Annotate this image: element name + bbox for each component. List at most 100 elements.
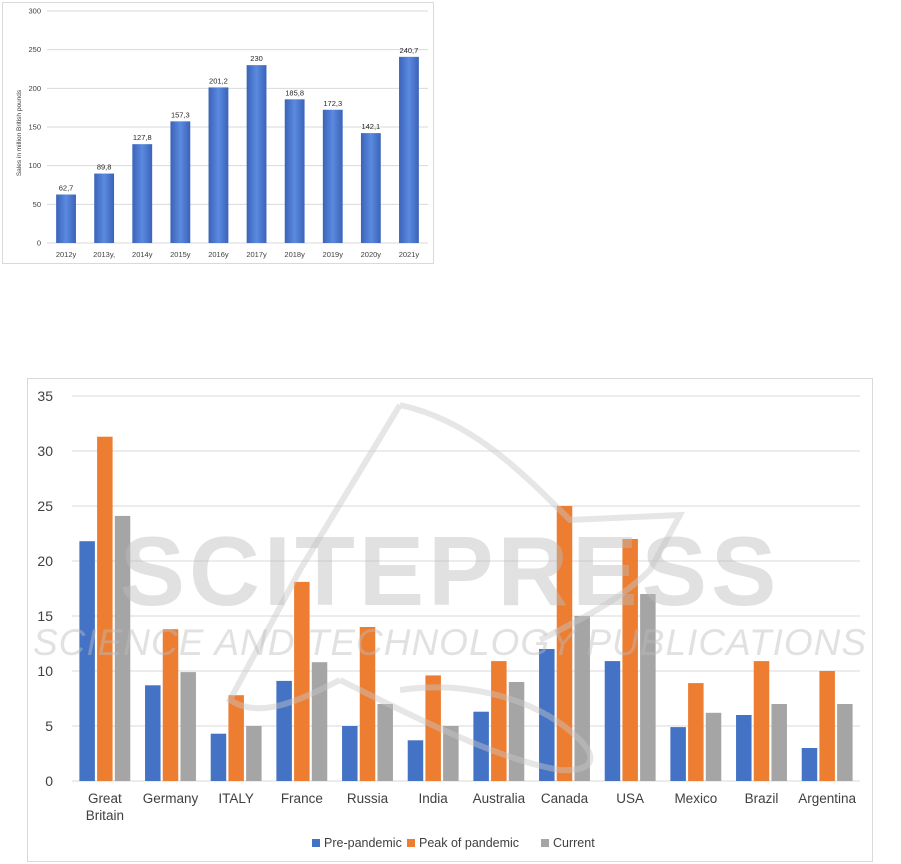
y-tick-label: 20 — [37, 553, 53, 569]
bar — [311, 662, 328, 781]
bar — [473, 711, 489, 781]
legend-swatch — [541, 839, 549, 847]
bar — [132, 144, 153, 243]
legend-label: Current — [553, 836, 595, 850]
bar — [670, 727, 686, 781]
x-tick-label: 2013y, — [93, 250, 115, 259]
bar — [736, 715, 752, 781]
data-label: 230 — [250, 54, 263, 63]
bar — [228, 695, 244, 781]
data-label: 201,2 — [209, 76, 228, 85]
data-label: 185,8 — [285, 88, 304, 97]
bar — [753, 661, 770, 781]
bar — [294, 581, 310, 781]
y-tick-label: 35 — [37, 388, 53, 404]
y-tick-label: 50 — [33, 200, 41, 209]
bar — [407, 740, 424, 781]
bar — [604, 661, 621, 781]
legend-label: Pre-pandemic — [324, 836, 402, 850]
bar — [322, 109, 343, 243]
x-tick-label: Mexico — [674, 791, 717, 806]
bar — [399, 56, 419, 243]
bar — [360, 133, 381, 243]
x-tick-label: 2014y — [132, 250, 153, 259]
x-tick-label: 2021y — [399, 250, 420, 259]
y-tick-label: 100 — [28, 161, 41, 170]
data-label: 240,7 — [400, 46, 419, 55]
legend-swatch — [312, 839, 320, 847]
x-tick-label: USA — [616, 791, 644, 806]
bar — [56, 194, 76, 243]
bar — [688, 683, 704, 781]
x-tick-label: Britain — [86, 808, 124, 823]
y-axis-label: Sales in million British pounds — [16, 89, 23, 176]
pandemic-chart-svg: 0 5 10 15 20 25 30 35 Great Britain Germany ITALY F… — [37, 388, 860, 850]
x-tick-label: Germany — [143, 791, 199, 806]
y-tick-label: 25 — [37, 498, 53, 514]
bar — [377, 704, 393, 781]
y-tick-label: 0 — [45, 773, 53, 789]
x-tick-label: Great — [88, 791, 122, 806]
x-tick-label: 2016y — [208, 250, 229, 259]
y-tick-label: 5 — [45, 718, 53, 734]
bar — [556, 506, 573, 781]
pandemic-bar-chart: 0 5 10 15 20 25 30 35 Great Britain Germany ITALY F… — [27, 378, 873, 862]
bar — [801, 748, 818, 781]
x-tick-label: 2020y — [361, 250, 382, 259]
y-tick-label: 300 — [28, 7, 41, 16]
sales-chart-svg: 0 50 100 150 200 250 300 Sales in million Brit… — [16, 7, 428, 259]
data-label: 127,8 — [133, 133, 152, 142]
x-tick-label: 2019y — [323, 250, 344, 259]
legend: Pre-pandemic Peak of pandemic Current — [312, 836, 595, 850]
y-tick-label: 15 — [37, 608, 53, 624]
data-label: 142,1 — [361, 122, 380, 131]
bar — [491, 661, 507, 781]
y-tick-label: 250 — [28, 45, 41, 54]
data-label: 89,8 — [97, 163, 112, 172]
x-tick-label: 2017y — [246, 250, 267, 259]
x-tick-label: Australia — [473, 791, 526, 806]
x-tick-label: 2018y — [284, 250, 305, 259]
bar — [208, 87, 229, 243]
legend-swatch — [407, 839, 415, 847]
bar — [114, 515, 131, 781]
bar — [342, 726, 358, 781]
bar — [246, 65, 267, 243]
data-label: 157,3 — [171, 110, 190, 119]
legend-label: Peak of pandemic — [419, 836, 519, 850]
bar — [705, 712, 722, 781]
bar — [771, 704, 787, 781]
bar — [508, 682, 525, 781]
x-tick-label: Canada — [541, 791, 589, 806]
bar — [837, 704, 853, 781]
x-tick-label: 2012y — [56, 250, 77, 259]
bar — [94, 173, 115, 243]
y-tick-label: 10 — [37, 663, 53, 679]
bar — [640, 594, 656, 781]
bar — [622, 539, 638, 781]
bar — [284, 99, 305, 243]
bar — [246, 726, 262, 781]
x-tick-label: Brazil — [745, 791, 779, 806]
x-tick-label: Russia — [347, 791, 389, 806]
bar — [145, 685, 161, 781]
bar — [443, 726, 459, 781]
bar — [574, 616, 590, 781]
sales-bar-chart: 0 50 100 150 200 250 300 Sales in million Brit… — [2, 2, 434, 264]
x-tick-label: India — [419, 791, 449, 806]
bar — [210, 733, 227, 781]
bar — [97, 436, 113, 781]
bar — [425, 675, 441, 781]
x-tick-label: ITALY — [218, 791, 254, 806]
y-tick-label: 30 — [37, 443, 53, 459]
bar — [79, 541, 95, 781]
bar — [162, 629, 179, 781]
bar — [819, 671, 835, 781]
y-tick-label: 200 — [28, 84, 41, 93]
bar — [180, 672, 196, 781]
data-label: 62,7 — [59, 184, 74, 193]
y-tick-label: 0 — [37, 239, 41, 248]
x-tick-label: France — [281, 791, 323, 806]
bar — [170, 121, 191, 243]
data-label: 172,3 — [323, 99, 342, 108]
